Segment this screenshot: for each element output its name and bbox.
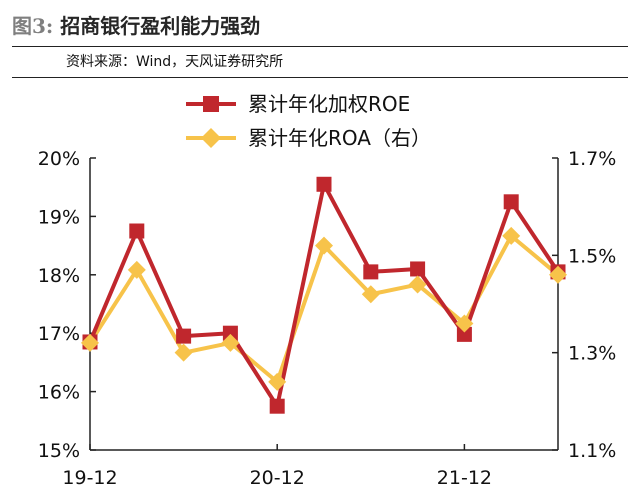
- y-right-tick-label: 1.7%: [568, 148, 616, 170]
- x-tick-label: 21-12: [437, 467, 492, 489]
- y-left-tick-label: 18%: [38, 265, 80, 287]
- roe-point: [456, 326, 472, 342]
- roa-point: [221, 333, 240, 352]
- figure-name: 招商银行盈利能力强劲: [60, 14, 261, 38]
- roe-line: [88, 182, 560, 409]
- roa-point: [361, 285, 380, 304]
- roe-point: [316, 176, 332, 192]
- roa-point: [315, 236, 333, 255]
- legend-roa-label: 累计年化ROA（右）: [248, 126, 431, 150]
- legend-roe-label: 累计年化加权ROE: [248, 92, 410, 116]
- roa-point: [408, 275, 427, 294]
- y-left-tick-label: 15%: [38, 440, 80, 462]
- source-note: 资料来源：Wind，天风证券研究所: [66, 54, 284, 70]
- y-right-tick-label: 1.1%: [568, 440, 616, 462]
- roa-point: [502, 226, 521, 245]
- series-layer: [81, 176, 567, 414]
- roe-point: [410, 261, 426, 277]
- roe-point: [363, 264, 379, 280]
- roe-point: [269, 398, 285, 414]
- figure-title: 图3: 招商银行盈利能力强劲: [12, 10, 260, 39]
- roe-point: [129, 223, 145, 239]
- roa-point: [268, 372, 287, 391]
- x-tick-label: 20-12: [250, 467, 305, 489]
- legend-roa-marker: [201, 128, 221, 148]
- axes: 15% 16% 17% 18% 19% 20% 1.1% 1.3% 1.5% 1.7% 19-12 2…: [38, 148, 617, 489]
- legend: 累计年化加权ROE 累计年化ROA（右）: [186, 92, 431, 150]
- y-left-tick-label: 16%: [38, 382, 80, 404]
- legend-roe-marker: [203, 96, 219, 112]
- source-rule: [12, 77, 628, 78]
- x-tick-label: 19-12: [62, 467, 117, 489]
- y-left-tick-label: 17%: [38, 323, 80, 345]
- roa-point: [549, 265, 567, 284]
- y-right-tick-label: 1.3%: [568, 343, 616, 365]
- roa-point: [127, 260, 146, 279]
- roa-point: [455, 314, 474, 333]
- roa-point: [174, 343, 193, 362]
- roa-line: [88, 233, 560, 384]
- roe-point: [222, 325, 238, 341]
- y-left-tick-label: 20%: [38, 148, 80, 170]
- y-left-tick-label: 19%: [38, 206, 80, 228]
- roe-point: [503, 194, 519, 210]
- roa-point: [81, 333, 99, 352]
- y-right-tick-label: 1.5%: [568, 245, 616, 267]
- roe-point: [176, 328, 192, 344]
- figure-label: 图3:: [12, 14, 54, 38]
- title-rule: [12, 46, 628, 47]
